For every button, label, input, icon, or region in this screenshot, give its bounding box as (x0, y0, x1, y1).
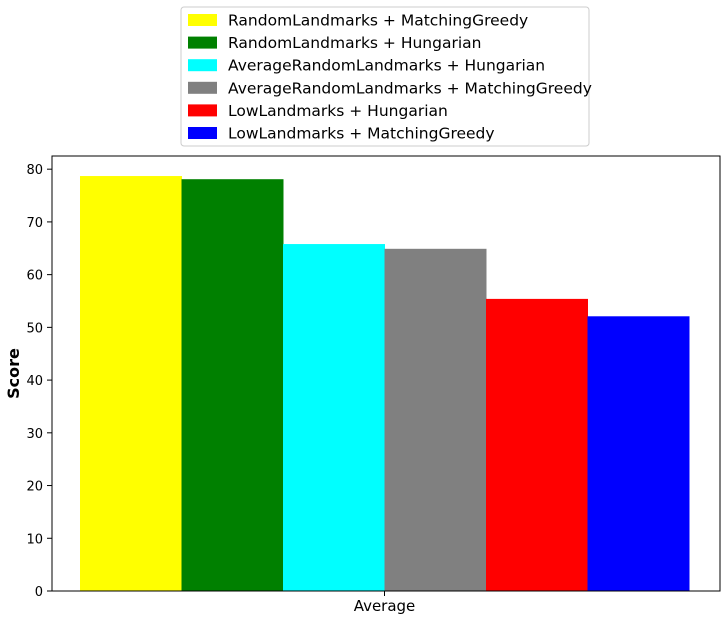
y-tick-label: 80 (26, 163, 43, 178)
y-tick-label: 60 (26, 269, 43, 284)
legend-label: RandomLandmarks + Hungarian (228, 34, 481, 52)
legend-swatch (188, 127, 217, 139)
bar-1 (80, 176, 182, 591)
y-tick-label: 40 (26, 374, 43, 389)
legend: RandomLandmarks + MatchingGreedy RandomLa… (180, 6, 592, 147)
y-axis-label: Score (4, 348, 23, 399)
legend-swatch (188, 104, 217, 117)
bar-5 (486, 298, 588, 591)
axes: 0 10 20 30 40 50 60 70 80 Average (26, 155, 721, 615)
y-tick-label: 20 (26, 480, 43, 495)
legend-swatch (188, 14, 217, 26)
plot-frame (51, 155, 721, 592)
legend-swatch (188, 36, 217, 49)
y-tick-label: 0 (35, 585, 43, 600)
bar-4 (384, 248, 487, 592)
bar-2 (181, 179, 284, 591)
legend-label: LowLandmarks + MatchingGreedy (228, 125, 495, 143)
y-tick-label: 70 (26, 216, 43, 231)
bar-3 (283, 244, 385, 591)
y-tick-label: 30 (26, 427, 43, 442)
x-tick-label: Average (354, 597, 416, 615)
y-tick-label: 50 (26, 321, 43, 336)
legend-box (180, 6, 590, 147)
legend-swatch (188, 81, 217, 94)
y-tick-label: 10 (26, 532, 43, 547)
legend-label: AverageRandomLandmarks + MatchingGreedy (228, 79, 592, 97)
legend-swatch (188, 59, 217, 72)
bar-6 (587, 316, 690, 591)
legend-label: LowLandmarks + Hungarian (228, 102, 448, 120)
bars (80, 176, 690, 592)
legend-label: AverageRandomLandmarks + Hungarian (228, 57, 545, 75)
legend-label: RandomLandmarks + MatchingGreedy (228, 12, 528, 30)
